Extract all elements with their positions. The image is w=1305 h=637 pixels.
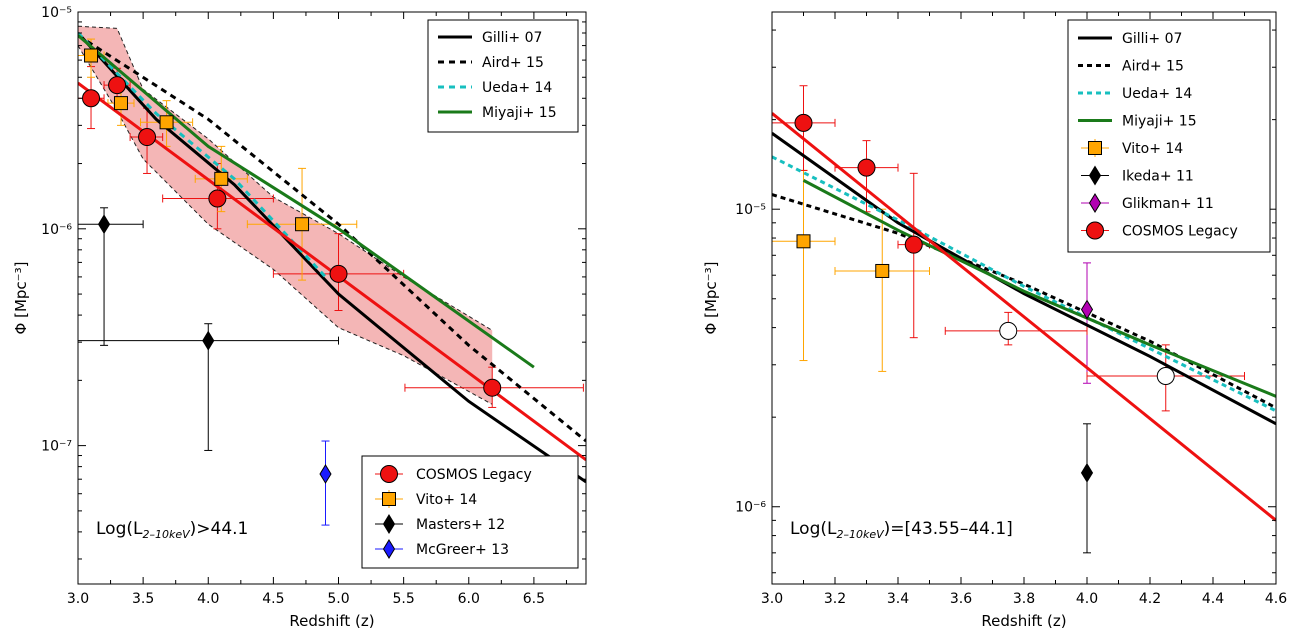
marker-cosmos-legacy-4	[329, 264, 348, 283]
marker-vito-14-2	[159, 115, 174, 130]
panel-1: 3.0 3.5 4.0 4.5 5.0 5.5 6.0 6.5 10⁻⁵ 10⁻⁶ 10⁻⁷ Reds…	[12, 5, 587, 630]
marker-open-circle-1	[1156, 367, 1175, 386]
legend-label-miyaji-15: Miyaji+ 15	[482, 105, 557, 121]
marker-vito-14-0	[796, 234, 811, 249]
marker-cosmos-legacy-3	[208, 189, 227, 208]
panel-2: 3.0 3.2 3.4 3.6 3.8 4.0 4.2 4.4 4.6 10⁻⁵ 10⁻⁶ Redsh…	[702, 11, 1287, 630]
model-line-fit	[772, 112, 1276, 522]
x-tick-label: 3.5	[132, 591, 154, 607]
marker-cosmos-legacy-1	[857, 158, 876, 177]
annotation-main: Log(L	[96, 519, 143, 539]
marker-glikman-11-0	[1080, 299, 1094, 320]
legend-label-cosmos-legacy: COSMOS Legacy	[1122, 224, 1238, 240]
marker-masters-12-0	[97, 214, 111, 235]
x-tick-label: 3.2	[824, 591, 846, 607]
legend-marker-glikman-11	[1088, 193, 1102, 213]
legend-label-vito-14: Vito+ 14	[416, 492, 477, 508]
model-line-miyaji-15	[78, 34, 535, 369]
confidence-band	[78, 26, 493, 405]
legend-label-aird-15: Aird+ 15	[482, 55, 544, 71]
legend-marker-ikeda-11	[1088, 165, 1102, 186]
x-tick-label: 3.6	[950, 591, 972, 607]
y-tick-label: 10⁻⁷	[41, 439, 72, 455]
x-tick-label: 6.5	[523, 591, 545, 607]
marker-cosmos-legacy-2	[904, 235, 923, 254]
marker-vito-14-0	[84, 48, 99, 63]
x-tick-label: 4.6	[1265, 591, 1287, 607]
x-tick-label: 6.0	[458, 591, 480, 607]
y-axis-label: Φ [Mpc⁻³]	[702, 262, 720, 335]
legend-label-masters-12: Masters+ 12	[416, 517, 505, 533]
model-line-aird-15	[78, 34, 586, 443]
annotation-tail: )=[43.55–44.1]	[884, 519, 1013, 539]
legend-label-glikman-11: Glikman+ 11	[1122, 196, 1214, 212]
x-tick-label: 4.2	[1139, 591, 1161, 607]
band-upper-edge	[78, 25, 493, 331]
x-tick-label: 4.5	[262, 591, 284, 607]
legend-label-mcgreer-13: McGreer+ 13	[416, 542, 509, 558]
legend-label-ikeda-11: Ikeda+ 11	[1122, 169, 1194, 185]
model-line-ueda-14	[78, 31, 327, 278]
legend-marker-vito-14	[1088, 141, 1102, 155]
legend-label-ueda-14: Ueda+ 14	[1122, 86, 1192, 102]
x-tick-label: 3.4	[887, 591, 909, 607]
marker-open-circle-0	[999, 321, 1018, 340]
marker-ikeda-11-0	[1080, 462, 1094, 483]
x-tick-label: 4.0	[1076, 591, 1098, 607]
legend-label-aird-15: Aird+ 15	[1122, 59, 1184, 75]
x-tick-label: 5.5	[393, 591, 415, 607]
y-tick-label: 10⁻⁶	[41, 222, 72, 238]
legend-label-ueda-14: Ueda+ 14	[482, 80, 552, 96]
y-axis-label: Φ [Mpc⁻³]	[12, 262, 30, 335]
marker-vito-14-1	[875, 263, 890, 278]
y-tick-label: 10⁻⁵	[735, 202, 766, 218]
marker-cosmos-legacy-2	[138, 128, 157, 147]
marker-masters-12-1	[202, 330, 215, 351]
annotation-subscript: 2–10keV	[836, 528, 885, 541]
legend-marker-vito-14	[382, 492, 396, 506]
legend-marker-masters-12	[382, 514, 396, 534]
x-tick-label: 4.0	[197, 591, 219, 607]
x-tick-label: 5.0	[327, 591, 349, 607]
legend-label-miyaji-15: Miyaji+ 15	[1122, 114, 1197, 130]
marker-cosmos-legacy-0	[82, 89, 101, 108]
legend-marker-cosmos-legacy	[380, 465, 398, 483]
luminosity-annotation: Log(L2–10keV)=[43.55–44.1]	[790, 519, 1013, 541]
marker-vito-14-3	[214, 171, 229, 186]
plot-frame	[77, 11, 587, 585]
legend-marker-mcgreer-13	[382, 539, 396, 559]
y-tick-label: 10⁻⁵	[41, 5, 72, 21]
x-axis-label: Redshift (z)	[981, 612, 1066, 630]
luminosity-annotation: Log(L2–10keV)>44.1	[96, 519, 248, 541]
model-line-gilli-07	[772, 132, 1276, 426]
marker-mcgreer-13-0	[319, 464, 332, 484]
legend-combined	[1067, 19, 1271, 253]
model-line-miyaji-15	[802, 179, 1276, 398]
annotation-main: Log(L	[790, 519, 837, 539]
legend-label-gilli-07: Gilli+ 07	[1122, 31, 1182, 47]
x-tick-label: 3.0	[761, 591, 783, 607]
plot-area	[772, 85, 1276, 554]
marker-vito-14-4	[295, 217, 310, 232]
x-tick-label: 3.0	[67, 591, 89, 607]
model-line-ueda-14	[772, 155, 1276, 413]
legend-label-gilli-07: Gilli+ 07	[482, 30, 542, 46]
legend-label-cosmos-legacy: COSMOS Legacy	[416, 467, 532, 483]
legend-label-vito-14: Vito+ 14	[1122, 141, 1183, 157]
marker-vito-14-1	[113, 96, 128, 111]
marker-cosmos-legacy-5	[483, 378, 502, 397]
annotation-tail: )>44.1	[190, 519, 249, 539]
x-axis-label: Redshift (z)	[289, 612, 374, 630]
plot-area	[78, 25, 586, 526]
marker-cosmos-legacy-0	[794, 113, 813, 132]
marker-cosmos-legacy-1	[108, 76, 127, 95]
x-tick-label: 3.8	[1013, 591, 1035, 607]
annotation-subscript: 2–10keV	[142, 528, 191, 541]
legend-marker-cosmos-legacy	[1086, 221, 1104, 240]
x-tick-label: 4.4	[1202, 591, 1224, 607]
y-tick-label: 10⁻⁶	[735, 500, 766, 516]
